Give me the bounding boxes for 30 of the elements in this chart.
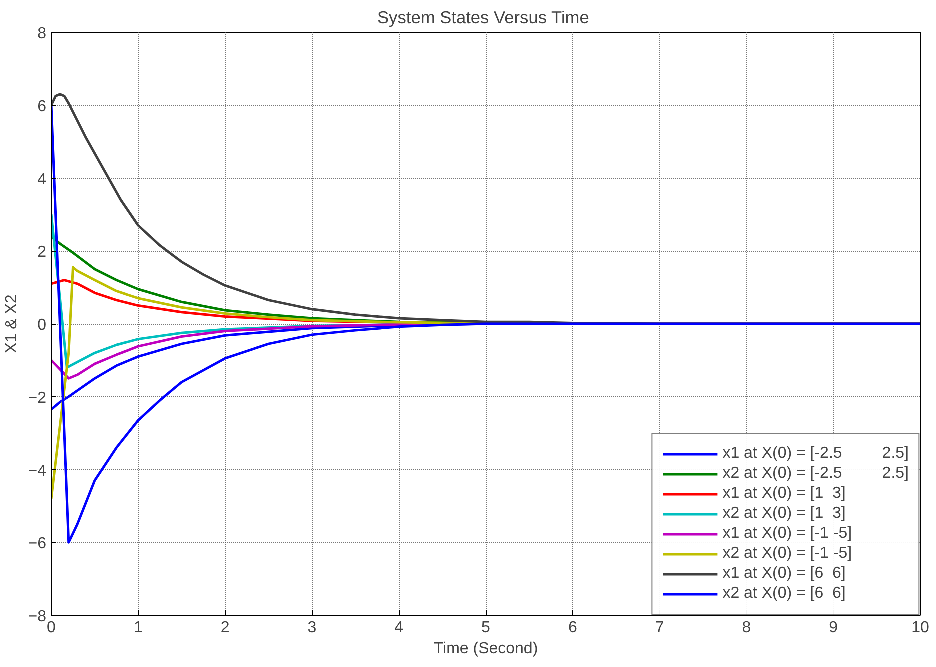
- x-tick-label: 1: [134, 620, 143, 636]
- y-tick-label: 0: [38, 317, 47, 334]
- x-tick-label: 5: [482, 620, 491, 636]
- y-tick-label: 6: [38, 98, 47, 116]
- x-tick-label: 8: [742, 620, 752, 636]
- chart-title: System States Versus Time: [378, 8, 590, 28]
- x-tick-label: 4: [394, 620, 404, 636]
- x-tick-label: 7: [655, 620, 664, 636]
- legend-label: x1 at X(0) = [1 3]: [722, 485, 846, 503]
- y-tick-label: 8: [38, 26, 47, 42]
- y-tick-label: 2: [38, 244, 47, 262]
- legend-label: x1 at X(0) = [6 6]: [722, 565, 846, 583]
- x-axis-title: Time (Second): [434, 640, 538, 658]
- legend-label: x2 at X(0) = [6 6]: [722, 585, 846, 603]
- x-tick-label: 3: [308, 620, 317, 636]
- legend-label: x1 at X(0) = [-2.5 2.5]: [722, 445, 909, 463]
- legend-label: x2 at X(0) = [1 3]: [722, 505, 846, 523]
- y-tick-label: 4: [38, 171, 47, 188]
- legend-label: x1 at X(0) = [-1 -5]: [722, 525, 852, 543]
- x-tick-label: 10: [912, 620, 930, 636]
- x-tick-label: 2: [220, 620, 230, 636]
- x-tick-label: 9: [829, 620, 838, 636]
- y-axis-title: X1 & X2: [3, 294, 20, 354]
- y-tick-label: −4: [28, 462, 47, 480]
- y-tick-label: −2: [28, 390, 47, 407]
- y-tick-label: −8: [28, 608, 47, 626]
- y-tick-label: −6: [28, 536, 47, 553]
- legend-label: x2 at X(0) = [-1 -5]: [722, 545, 852, 563]
- legend-label: x2 at X(0) = [-2.5 2.5]: [722, 465, 909, 483]
- x-tick-label: 6: [568, 620, 578, 636]
